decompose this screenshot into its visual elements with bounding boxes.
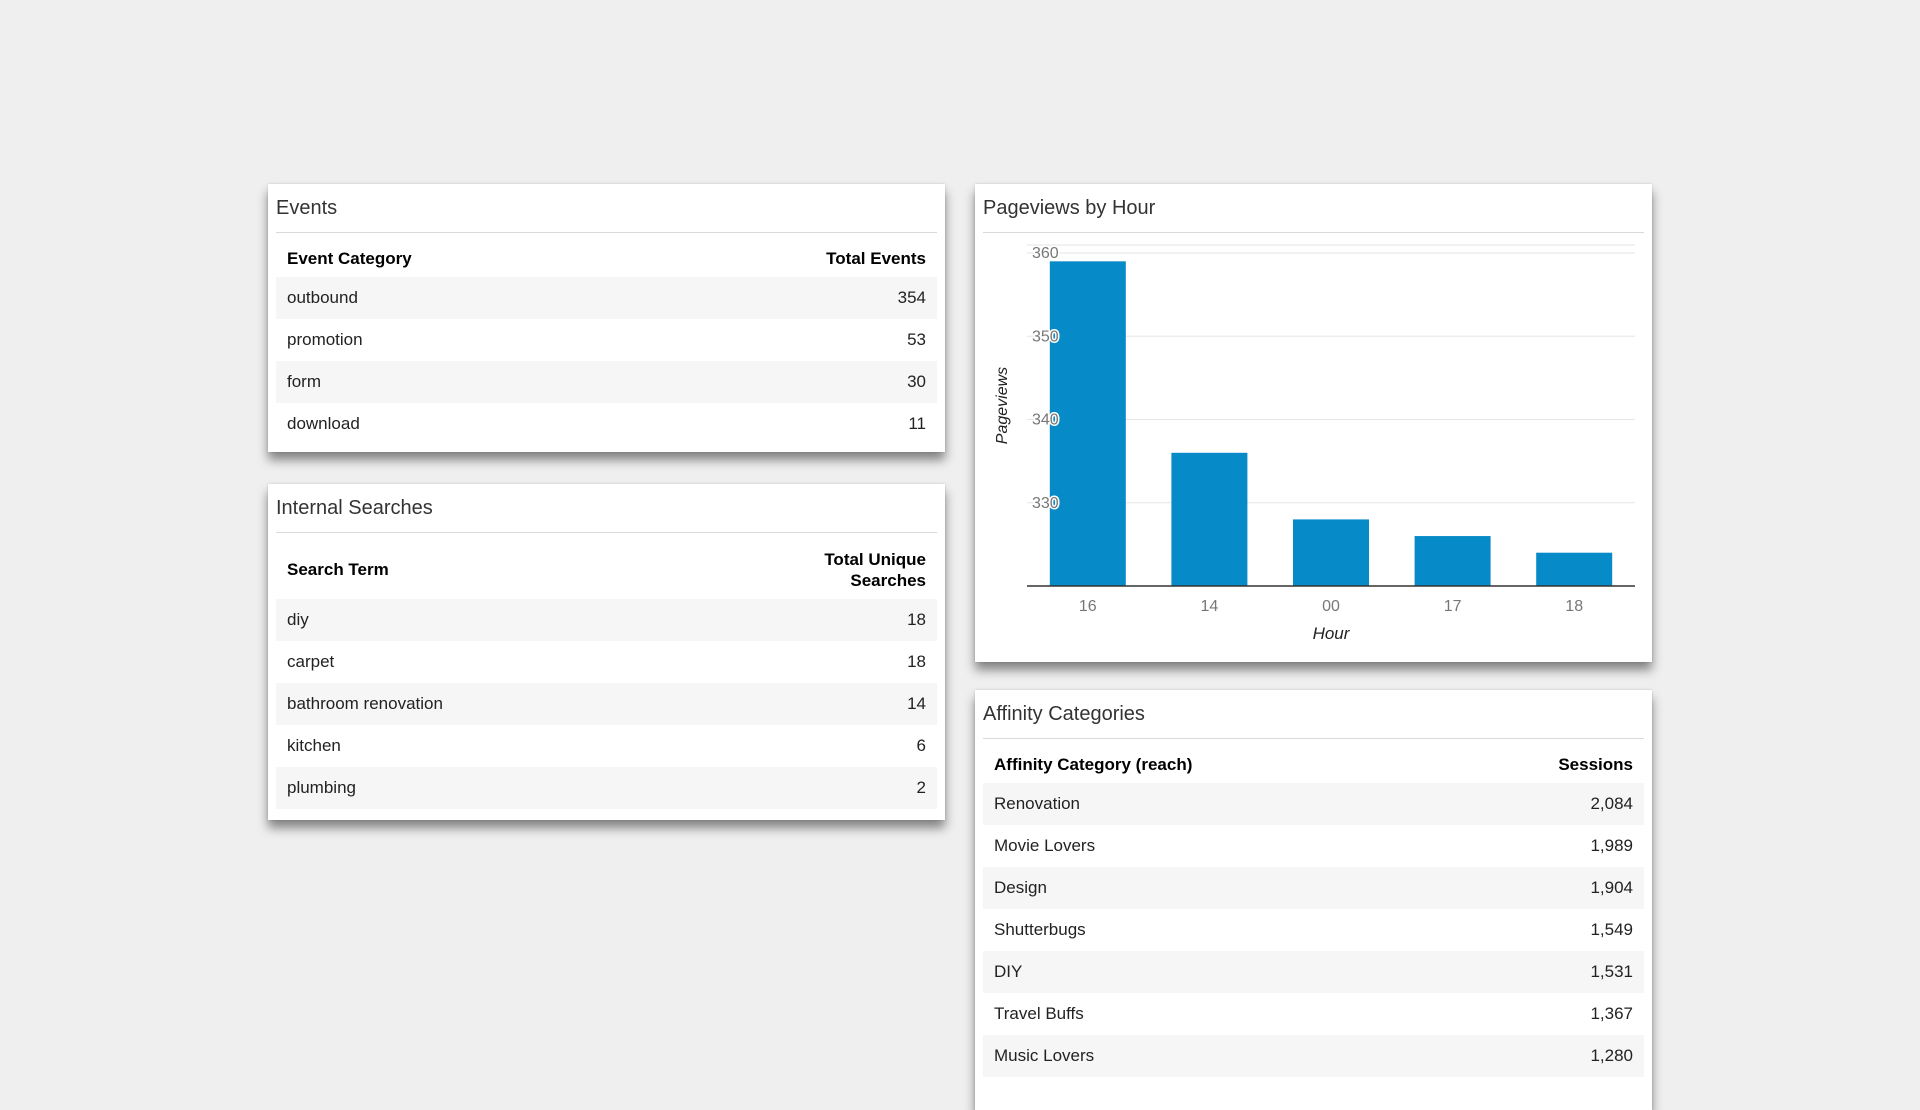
pageviews-widget: Pageviews by Hour 16 14 00 17 18 Hour Pagevi… bbox=[975, 184, 1652, 662]
chart-x-tick-label: 18 bbox=[1565, 598, 1583, 615]
chart-gridlines bbox=[1027, 244, 1635, 504]
chart-x-tick-label: 00 bbox=[1322, 598, 1340, 615]
chart-bar[interactable] bbox=[1049, 261, 1126, 586]
sessions-cell: 1,367 bbox=[1590, 1004, 1633, 1023]
table-row: diy 18 bbox=[276, 599, 937, 641]
affinity-category-cell: Shutterbugs bbox=[994, 920, 1086, 939]
table-row: Design 1,904 bbox=[983, 867, 1644, 909]
affinity-widget: Affinity Categories Affinity Category (r… bbox=[975, 690, 1652, 1110]
unique-searches-cell: 18 bbox=[665, 599, 937, 641]
table-row: Music Lovers 1,280 bbox=[983, 1035, 1644, 1077]
search-term-cell: carpet bbox=[287, 652, 335, 671]
sessions-cell: 1,904 bbox=[1442, 867, 1644, 909]
sessions-cell: 1,531 bbox=[1442, 951, 1644, 993]
table-row: form 30 bbox=[276, 361, 937, 403]
table-row: download 11 bbox=[276, 403, 937, 445]
chart-bar[interactable] bbox=[1536, 552, 1613, 586]
affinity-title: Affinity Categories bbox=[983, 690, 1644, 739]
table-row: kitchen 6 bbox=[276, 725, 937, 767]
chart-x-tick-label: 16 bbox=[1079, 598, 1097, 615]
table-row: DIY 1,531 bbox=[983, 951, 1644, 993]
unique-searches-cell: 18 bbox=[907, 652, 926, 671]
event-category-cell: outbound bbox=[276, 277, 638, 319]
affinity-category-cell: DIY bbox=[983, 951, 1443, 993]
affinity-category-cell: Design bbox=[983, 867, 1443, 909]
table-row: Renovation 2,084 bbox=[983, 783, 1644, 825]
total-events-cell: 53 bbox=[907, 330, 926, 349]
affinity-category-cell: Travel Buffs bbox=[994, 1004, 1084, 1023]
affinity-category-cell: Music Lovers bbox=[983, 1035, 1443, 1077]
table-row: plumbing 2 bbox=[276, 767, 937, 809]
total-events-cell: 11 bbox=[908, 414, 926, 433]
pageviews-title: Pageviews by Hour bbox=[983, 184, 1644, 233]
unique-searches-cell: 6 bbox=[916, 736, 926, 755]
chart-bar[interactable] bbox=[1414, 536, 1491, 586]
search-term-cell: diy bbox=[276, 599, 666, 641]
affinity-category-cell: Movie Lovers bbox=[994, 836, 1096, 855]
table-row: bathroom renovation 14 bbox=[276, 683, 937, 725]
column-header-total-events[interactable]: Total Events bbox=[826, 249, 926, 268]
unique-searches-cell: 14 bbox=[665, 683, 937, 725]
column-header-total-unique-searches[interactable]: Total Unique Searches bbox=[824, 550, 926, 590]
event-category-cell: promotion bbox=[287, 330, 363, 349]
column-header-affinity-category[interactable]: Affinity Category (reach) bbox=[994, 755, 1193, 774]
total-events-cell: 354 bbox=[637, 277, 937, 319]
chart-y-tick-label: 350 bbox=[1032, 328, 1059, 345]
chart-x-ticks: 16 14 00 17 18 bbox=[1079, 598, 1583, 615]
chart-y-tick-label: 360 bbox=[1032, 245, 1059, 262]
chart-bar[interactable] bbox=[1171, 452, 1248, 586]
events-table: Event Category Total Events outbound 354… bbox=[276, 241, 937, 445]
total-events-cell: 30 bbox=[637, 361, 937, 403]
table-row: Shutterbugs 1,549 bbox=[983, 909, 1644, 951]
chart-x-tick-label: 14 bbox=[1201, 598, 1219, 615]
internal-searches-widget: Internal Searches Search Term Total Uniq… bbox=[268, 484, 945, 820]
search-term-cell: bathroom renovation bbox=[276, 683, 666, 725]
table-row: outbound 354 bbox=[276, 277, 937, 319]
unique-searches-cell: 2 bbox=[665, 767, 937, 809]
sessions-cell: 2,084 bbox=[1442, 783, 1644, 825]
table-row: Travel Buffs 1,367 bbox=[983, 993, 1644, 1035]
events-title: Events bbox=[276, 184, 937, 233]
chart-y-axis-label: Pageviews bbox=[994, 367, 1011, 444]
chart-y-ticks: 330 340 350 360 bbox=[1031, 244, 1061, 514]
chart-bar[interactable] bbox=[1293, 519, 1369, 586]
affinity-header-row: Affinity Category (reach) Sessions bbox=[983, 747, 1644, 783]
pageviews-chart: 16 14 00 17 18 Hour Pageviews 330 340 350 360 bbox=[994, 244, 1635, 643]
chart-x-tick-label: 17 bbox=[1444, 598, 1462, 615]
event-category-cell: form bbox=[276, 361, 638, 403]
internal-searches-table: Search Term Total Unique Searches diy 18… bbox=[276, 541, 937, 809]
chart-y-tick-label: 340 bbox=[1032, 412, 1059, 429]
events-header-row: Event Category Total Events bbox=[276, 241, 937, 277]
affinity-table: Affinity Category (reach) Sessions Renov… bbox=[983, 747, 1644, 1077]
chart-bars bbox=[1049, 261, 1613, 586]
table-row: carpet 18 bbox=[276, 641, 937, 683]
affinity-category-cell: Renovation bbox=[983, 783, 1443, 825]
events-widget: Events Event Category Total Events outbo… bbox=[268, 184, 945, 452]
sessions-cell: 1,280 bbox=[1442, 1035, 1644, 1077]
search-term-cell: plumbing bbox=[276, 767, 666, 809]
event-category-cell: download bbox=[287, 414, 360, 433]
search-term-cell: kitchen bbox=[287, 736, 341, 755]
internal-searches-title: Internal Searches bbox=[276, 484, 937, 533]
table-row: Movie Lovers 1,989 bbox=[983, 825, 1644, 867]
column-header-search-term[interactable]: Search Term bbox=[287, 560, 389, 579]
table-row: promotion 53 bbox=[276, 319, 937, 361]
sessions-cell: 1,989 bbox=[1590, 836, 1633, 855]
column-header-event-category[interactable]: Event Category bbox=[287, 249, 412, 268]
chart-y-tick-label: 330 bbox=[1032, 495, 1059, 512]
column-header-sessions[interactable]: Sessions bbox=[1558, 755, 1633, 774]
searches-header-row: Search Term Total Unique Searches bbox=[276, 541, 937, 599]
sessions-cell: 1,549 bbox=[1590, 920, 1633, 939]
chart-x-axis-label: Hour bbox=[1313, 624, 1351, 643]
